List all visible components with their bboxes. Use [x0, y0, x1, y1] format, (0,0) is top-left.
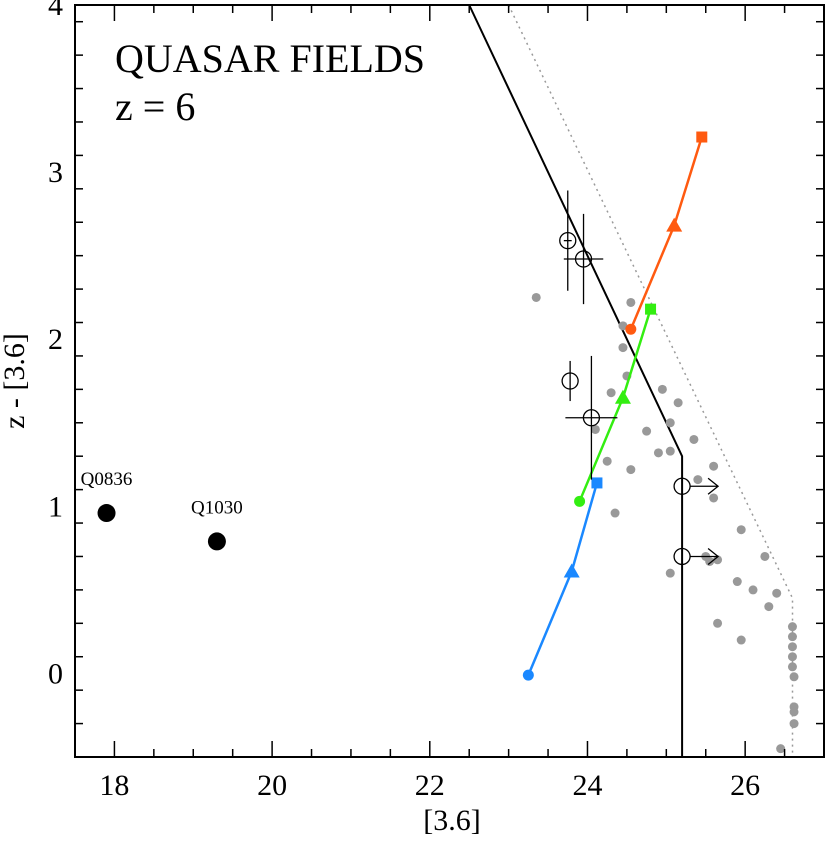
field-source-point — [590, 424, 600, 434]
y-tick-label: 3 — [48, 156, 63, 189]
y-tick-label: 4 — [48, 0, 63, 22]
field-source-point — [689, 434, 699, 444]
x-tick-label: 18 — [99, 769, 129, 802]
field-source-point — [602, 456, 612, 466]
track-orange-circle-marker — [625, 323, 637, 335]
lower-limit-arrow — [690, 547, 720, 565]
field-source-point — [705, 556, 715, 566]
candidate-open-circle — [582, 409, 601, 427]
field-source-point — [657, 384, 667, 394]
field-source-point — [764, 602, 774, 612]
x-tick-label: 22 — [415, 769, 445, 802]
y-axis-label: z - [3.6] — [0, 333, 31, 429]
quasar-point — [207, 532, 226, 551]
track-green-circle-marker — [574, 495, 586, 507]
track-blue-circle-marker — [522, 669, 534, 681]
field-source-point — [787, 652, 797, 662]
track-blue-square-marker — [591, 477, 603, 489]
y-tick-label: 0 — [48, 657, 63, 690]
plot-frame — [74, 4, 825, 758]
field-source-point — [760, 551, 770, 561]
field-source-point — [653, 448, 663, 458]
field-source-point — [787, 662, 797, 672]
chart-title: QUASAR FIELDS — [115, 36, 425, 81]
field-source-point — [665, 568, 675, 578]
field-source-point — [748, 585, 758, 595]
track-line-green — [578, 308, 652, 502]
y-tick-label: 2 — [48, 323, 63, 356]
quasar-label: Q0836 — [81, 469, 133, 490]
field-source-point — [789, 707, 799, 717]
x-tick-label: 26 — [730, 769, 760, 802]
field-source-point — [626, 297, 636, 307]
field-source-point — [787, 632, 797, 642]
field-source-point — [618, 343, 628, 353]
chart-subtitle: z = 6 — [115, 84, 195, 129]
field-source-point — [709, 493, 719, 503]
track-line-blue — [527, 482, 599, 676]
field-source-point — [776, 744, 786, 754]
field-source-point — [713, 555, 723, 565]
field-source-point — [713, 618, 723, 628]
candidate-open-circle — [559, 231, 577, 250]
quasar-label: Q1030 — [191, 497, 243, 518]
x-tick-label: 24 — [572, 769, 602, 802]
selection-cut-line — [468, 4, 684, 757]
field-source-point — [736, 635, 746, 645]
field-source-point — [606, 388, 616, 398]
field-source-point — [789, 719, 799, 729]
track-blue-triangle-marker — [563, 563, 580, 578]
quasar-point — [97, 504, 116, 523]
track-orange-triangle-marker — [666, 217, 683, 232]
field-source-point — [618, 321, 628, 331]
field-source-point — [736, 525, 746, 535]
field-source-point — [642, 426, 652, 436]
field-source-point — [732, 577, 742, 587]
x-tick-label: 20 — [257, 769, 287, 802]
field-source-point — [772, 588, 782, 598]
field-source-point — [787, 622, 797, 632]
limit-line — [507, 4, 794, 757]
field-source-point — [610, 508, 620, 518]
plot-layer: Q0836 Q1030 — [81, 4, 799, 757]
field-source-point — [789, 672, 799, 682]
field-source-point — [673, 398, 683, 408]
field-source-point — [787, 642, 797, 652]
field-source-point — [626, 465, 636, 475]
lower-limit-arrow — [690, 477, 720, 495]
field-source-point — [665, 446, 675, 456]
field-source-point — [531, 292, 541, 302]
track-line-orange — [629, 136, 703, 330]
track-green-triangle-marker — [614, 389, 631, 404]
track-orange-square-marker — [696, 131, 708, 143]
field-source-point — [665, 418, 675, 428]
track-green-square-marker — [645, 303, 657, 315]
field-source-point — [693, 475, 703, 485]
candidate-open-circle — [561, 372, 579, 390]
axes-layer: 18 20 22 24 26 0 1 2 3 4 — [48, 0, 825, 802]
field-source-point — [709, 461, 719, 471]
x-axis-label: [3.6] — [423, 804, 480, 837]
candidate-open-circle — [574, 250, 593, 268]
y-tick-label: 1 — [48, 490, 63, 523]
